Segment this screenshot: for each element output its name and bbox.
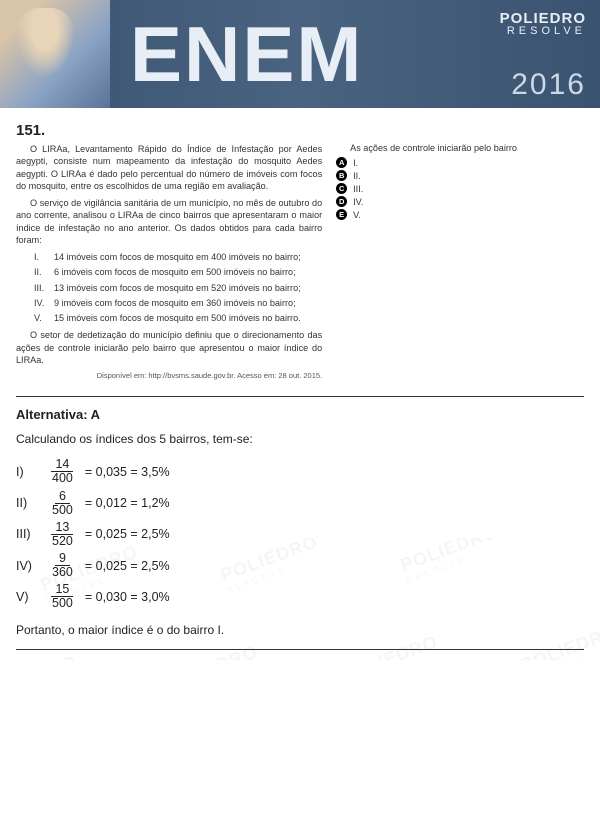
question-right-column: As ações de controle iniciarão pelo bair… <box>336 143 584 380</box>
bottom-divider <box>16 649 584 650</box>
denominator: 400 <box>48 472 77 485</box>
numerator: 13 <box>51 521 73 535</box>
fraction: 6 500 <box>48 490 77 517</box>
option-letter-icon: C <box>336 183 347 194</box>
option-letter-icon: D <box>336 196 347 207</box>
data-list: I. 14 imóveis com focos de mosquito em 4… <box>34 251 322 324</box>
question-number: 151. <box>16 122 584 139</box>
option-c: C III. <box>336 183 584 194</box>
watermark: POLIEDRORESOLVE <box>0 651 84 659</box>
brand-block: POLIEDRO RESOLVE <box>500 10 586 37</box>
option-letter-icon: E <box>336 209 347 220</box>
fraction: 9 360 <box>48 552 77 579</box>
main-content: 151. O LIRAa, Levantamento Rápido do Índ… <box>0 108 600 660</box>
calc-row: I) 14 400 = 0,035 = 3,5% <box>16 458 584 485</box>
option-text: I. <box>353 158 358 168</box>
header-photo <box>0 0 110 108</box>
denominator: 500 <box>48 597 77 610</box>
calc-label: I) <box>16 465 44 479</box>
denominator: 360 <box>48 566 77 579</box>
solution-title: Alternativa: A <box>16 407 584 422</box>
numerator: 15 <box>51 583 73 597</box>
solution-conclusion: Portanto, o maior índice é o do bairro I… <box>16 623 584 637</box>
question-para-2: O serviço de vigilância sanitária de um … <box>16 197 322 246</box>
options-list: A I. B II. C III. D IV. E V. <box>336 157 584 220</box>
calc-label: IV) <box>16 559 44 573</box>
calc-row: II) 6 500 = 0,012 = 1,2% <box>16 490 584 517</box>
source-citation: Disponível em: http://bvsms.saude.gov.br… <box>16 371 322 380</box>
roman-numeral: I. <box>34 251 54 263</box>
brand-sub: RESOLVE <box>500 25 586 37</box>
fraction: 15 500 <box>48 583 77 610</box>
list-text: 13 imóveis com focos de mosquito em 520 … <box>54 282 322 294</box>
list-item: V. 15 imóveis com focos de mosquito em 5… <box>34 312 322 324</box>
calc-label: V) <box>16 590 44 604</box>
question-left-column: O LIRAa, Levantamento Rápido do Índice d… <box>16 143 322 380</box>
question-para-1: O LIRAa, Levantamento Rápido do Índice d… <box>16 143 322 192</box>
option-a: A I. <box>336 157 584 168</box>
option-text: V. <box>353 210 361 220</box>
denominator: 520 <box>48 535 77 548</box>
numerator: 9 <box>55 552 70 566</box>
calc-result: = 0,025 = 2,5% <box>85 527 170 541</box>
roman-numeral: II. <box>34 266 54 278</box>
option-letter-icon: A <box>336 157 347 168</box>
option-d: D IV. <box>336 196 584 207</box>
option-letter-icon: B <box>336 170 347 181</box>
calc-result: = 0,030 = 3,0% <box>85 590 170 604</box>
solution-intro: Calculando os índices dos 5 bairros, tem… <box>16 432 584 446</box>
fraction: 13 520 <box>48 521 77 548</box>
exam-year: 2016 <box>511 68 586 102</box>
page-header: ENEM POLIEDRO RESOLVE 2016 <box>0 0 600 108</box>
list-text: 15 imóveis com focos de mosquito em 500 … <box>54 312 322 324</box>
list-item: I. 14 imóveis com focos de mosquito em 4… <box>34 251 322 263</box>
answer-prompt: As ações de controle iniciarão pelo bair… <box>336 143 584 153</box>
list-text: 14 imóveis com focos de mosquito em 400 … <box>54 251 322 263</box>
option-text: III. <box>353 184 363 194</box>
numerator: 14 <box>51 458 73 472</box>
calc-result: = 0,012 = 1,2% <box>85 496 170 510</box>
numerator: 6 <box>55 490 70 504</box>
calc-label: III) <box>16 527 44 541</box>
divider <box>16 396 584 397</box>
question-para-3: O setor de dedetização do município defi… <box>16 329 322 366</box>
list-item: II. 6 imóveis com focos de mosquito em 5… <box>34 266 322 278</box>
calc-result: = 0,025 = 2,5% <box>85 559 170 573</box>
exam-title: ENEM <box>130 9 363 100</box>
calc-row: III) 13 520 = 0,025 = 2,5% <box>16 521 584 548</box>
roman-numeral: IV. <box>34 297 54 309</box>
roman-numeral: III. <box>34 282 54 294</box>
calc-label: II) <box>16 496 44 510</box>
list-item: III. 13 imóveis com focos de mosquito em… <box>34 282 322 294</box>
calculation-list: I) 14 400 = 0,035 = 3,5% II) 6 500 = 0,0… <box>16 458 584 610</box>
denominator: 500 <box>48 504 77 517</box>
question-columns: O LIRAa, Levantamento Rápido do Índice d… <box>16 143 584 380</box>
watermark: POLIEDRORESOLVE <box>158 641 264 659</box>
calc-row: V) 15 500 = 0,030 = 3,0% <box>16 583 584 610</box>
option-b: B II. <box>336 170 584 181</box>
list-text: 6 imóveis com focos de mosquito em 500 i… <box>54 266 322 278</box>
list-text: 9 imóveis com focos de mosquito em 360 i… <box>54 297 322 309</box>
list-item: IV. 9 imóveis com focos de mosquito em 3… <box>34 297 322 309</box>
option-text: IV. <box>353 197 363 207</box>
calc-result: = 0,035 = 3,5% <box>85 465 170 479</box>
fraction: 14 400 <box>48 458 77 485</box>
option-e: E V. <box>336 209 584 220</box>
calc-row: IV) 9 360 = 0,025 = 2,5% <box>16 552 584 579</box>
option-text: II. <box>353 171 361 181</box>
roman-numeral: V. <box>34 312 54 324</box>
